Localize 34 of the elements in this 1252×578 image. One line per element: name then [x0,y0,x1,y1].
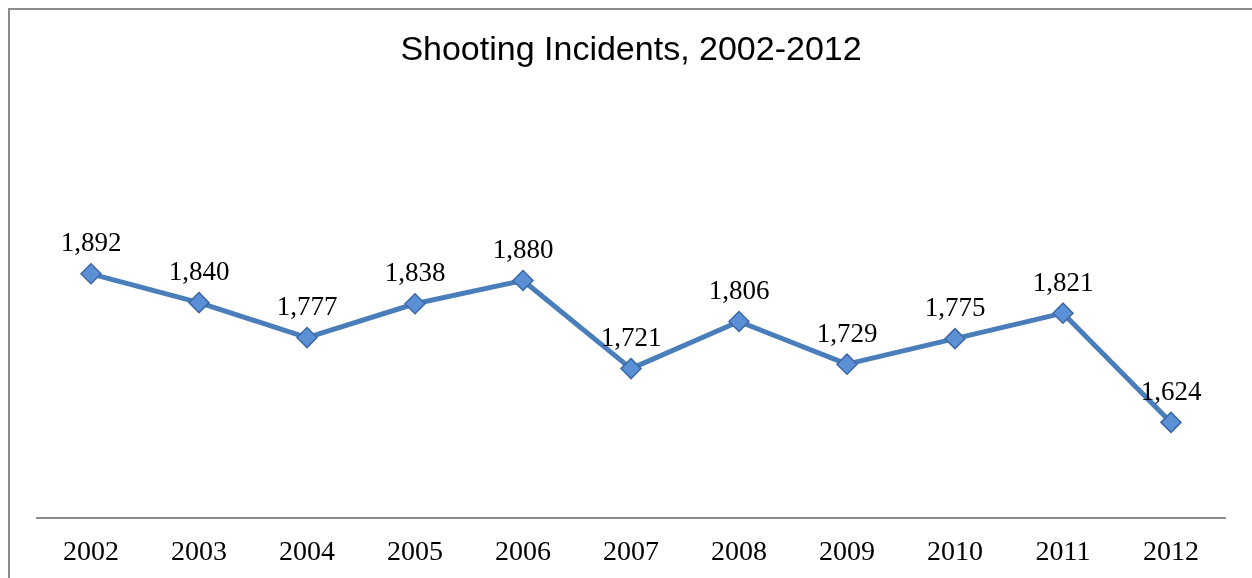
x-tick-label: 2009 [819,534,875,566]
x-tick-label: 2010 [927,534,983,566]
data-label: 1,821 [1032,266,1094,297]
data-label: 1,777 [276,291,338,322]
point [1052,302,1074,324]
x-tick-label: 2003 [171,534,227,566]
x-tick-label: 2002 [63,534,119,566]
data-label: 1,775 [924,292,986,323]
x-tick-label: 2012 [1143,534,1199,566]
data-label: 1,729 [816,317,878,348]
point [836,353,858,375]
data-label: 1,880 [492,234,554,265]
data-label: 1,806 [708,275,770,306]
x-tick-label: 2008 [711,534,767,566]
point [512,269,534,292]
point [1160,411,1182,434]
data-label: 1,892 [60,227,122,258]
x-tick-label: 2005 [387,534,443,566]
x-tick-label: 2006 [495,534,551,566]
point [620,357,642,380]
data-label: 1,840 [168,256,230,287]
x-tick-label: 2004 [279,534,335,566]
point [944,327,966,350]
point [728,310,750,333]
point [404,292,426,315]
x-tick-label: 2011 [1035,534,1091,566]
point [296,326,318,349]
x-tick-label: 2007 [603,534,659,566]
point [188,291,210,314]
point [80,263,102,285]
data-label: 1,838 [384,257,446,288]
data-label: 1,624 [1140,376,1202,406]
chart-title: Shooting Incidents, 2002-2012 [400,28,862,67]
data-label: 1,721 [600,322,662,353]
